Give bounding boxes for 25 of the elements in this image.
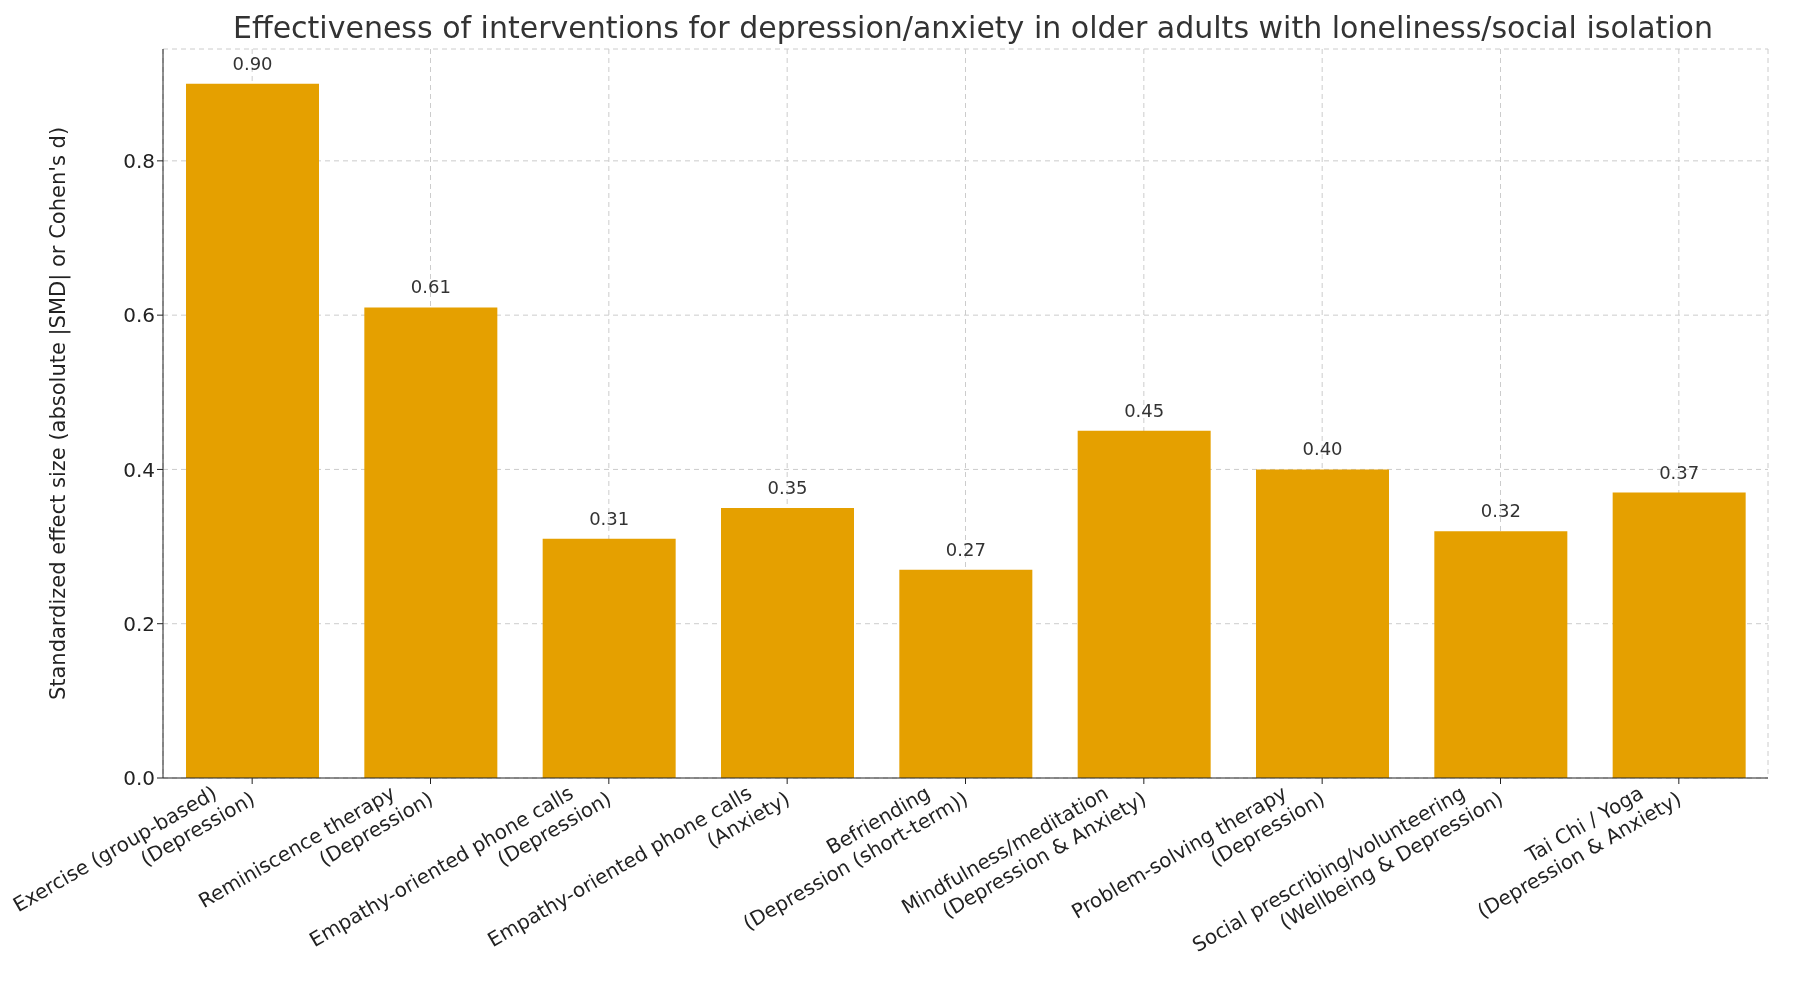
bar [1077, 430, 1211, 778]
data-label: 0.90 [232, 52, 273, 74]
data-label: 0.45 [1124, 399, 1165, 421]
data-label: 0.31 [589, 507, 630, 529]
data-label: 0.27 [945, 538, 986, 560]
data-label: 0.32 [1480, 500, 1521, 522]
data-label: 0.35 [767, 477, 808, 498]
y-tick-label: 0.8 [123, 148, 155, 173]
bar [1612, 492, 1746, 778]
bar [186, 83, 319, 778]
bar [364, 307, 498, 778]
data-label: 0.61 [410, 276, 451, 298]
chart-title: Effectiveness of interventions for depression/anxiety in older adults with loneliness/social isolation [232, 10, 1714, 45]
bar [542, 538, 676, 778]
bar [899, 569, 1033, 778]
y-tick-label: 0.6 [123, 303, 155, 328]
y-axis-title: Standardized effect size (absolute |SMD| or Cohen's d) [46, 126, 72, 701]
bar [1256, 469, 1389, 778]
data-label: 0.37 [1659, 461, 1700, 483]
data-label: 0.40 [1302, 438, 1343, 460]
bar [721, 508, 854, 778]
bar [1434, 531, 1568, 778]
y-tick-label: 0.2 [123, 611, 155, 636]
y-tick-label: 0.0 [123, 766, 155, 791]
y-tick-label: 0.4 [123, 457, 155, 482]
